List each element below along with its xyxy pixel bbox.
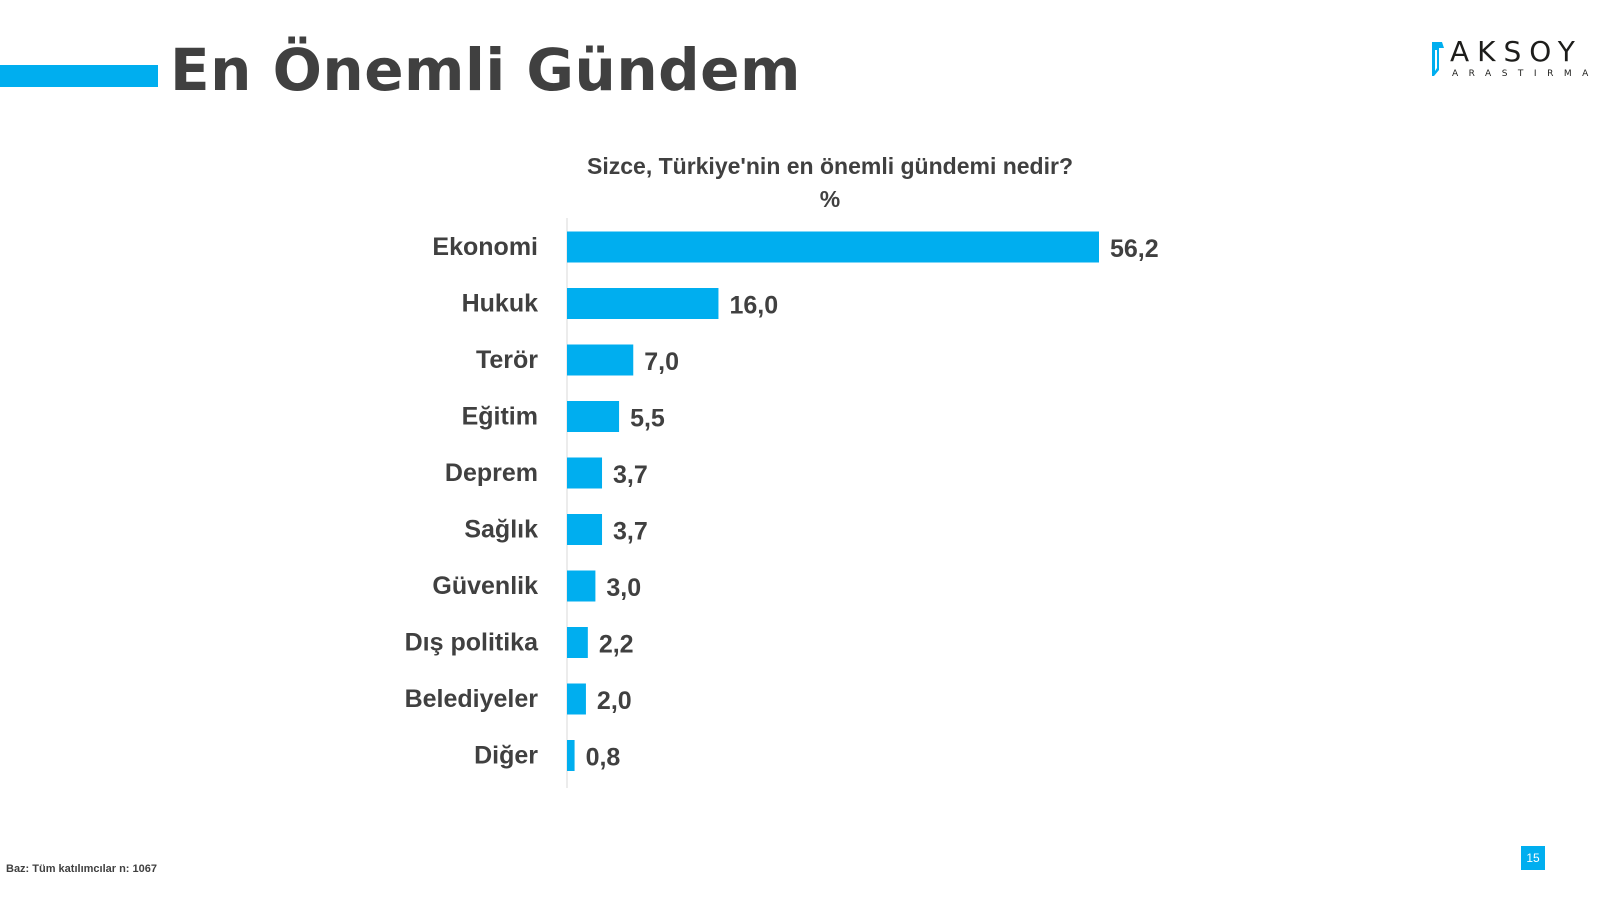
category-label: Terör [476,346,538,374]
category-label: Dış politika [405,629,539,657]
bar [567,401,620,432]
category-label: Güvenlik [432,572,538,600]
logo-subtitle: ARASTIRMA [1452,69,1599,79]
base-footnote: Baz: Tüm katılımcılar n: 1067 [6,863,157,875]
slide-title: En Önemli Gündem [170,36,801,104]
bar [567,683,586,715]
bar [567,514,603,545]
category-label: Eğitim [462,403,538,431]
category-label: Deprem [445,459,538,487]
page-number-badge: 15 [1521,846,1545,870]
bar [567,627,588,658]
bar [567,344,634,376]
category-label: Belediyeler [405,685,539,713]
bar [567,570,596,602]
logo-mark-icon [1432,42,1444,76]
bar [567,231,1099,263]
value-label: 5,5 [630,405,665,433]
value-label: 7,0 [644,348,679,376]
value-label: 0,8 [586,744,621,772]
value-label: 3,0 [606,574,641,602]
aksoy-logo: AKSOY ARASTIRMA [1430,36,1590,84]
bar [567,457,603,489]
category-label: Diğer [474,742,538,770]
category-label: Hukuk [462,290,539,318]
category-label: Ekonomi [432,233,538,261]
logo-wordmark: AKSOY [1450,35,1583,68]
title-accent-bar [0,65,158,87]
value-label: 2,2 [599,631,634,659]
value-label: 16,0 [729,292,778,320]
chart-unit: % [819,186,841,212]
value-label: 3,7 [613,518,648,546]
chart-title: Sizce, Türkiye'nin en önemli gündemi ned… [587,153,1073,179]
value-label: 2,0 [597,687,632,715]
value-label: 56,2 [1110,235,1159,263]
value-label: 3,7 [613,461,648,489]
bar [567,288,719,319]
category-label: Sağlık [464,516,538,544]
bar [567,740,575,771]
